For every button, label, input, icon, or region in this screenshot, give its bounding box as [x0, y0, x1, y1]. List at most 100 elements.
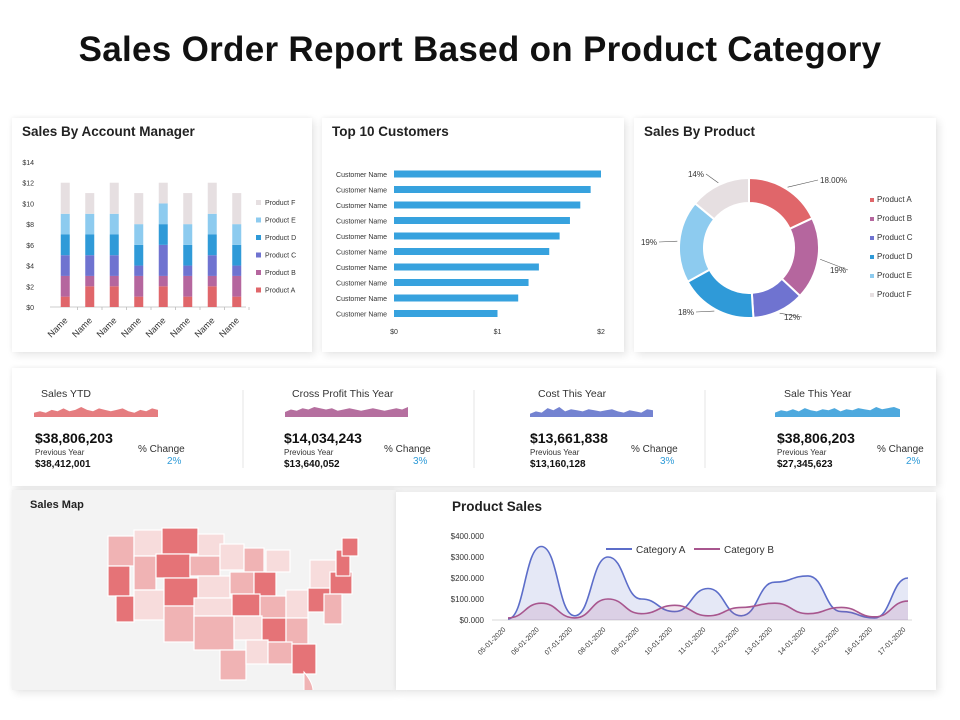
bar-segment-product-b	[207, 275, 217, 287]
bar-segment-product-d	[109, 234, 119, 256]
legend-swatch	[256, 217, 261, 223]
legend-swatch	[256, 270, 261, 275]
bar-segment-product-b	[109, 275, 119, 287]
line-category-b	[507, 598, 909, 619]
area-category-a	[508, 546, 908, 620]
legend-label: Product A	[265, 288, 296, 295]
kpi-value: $14,034,243	[284, 430, 362, 446]
x-tick-label: $2	[597, 329, 605, 336]
product-sales-panel: Product Sales $0.000 $100.000 $200.000 $300…	[396, 492, 936, 690]
map-state	[197, 575, 231, 599]
slice-value-label: 19%	[830, 266, 846, 275]
kpi-change-label: % Change	[384, 444, 431, 455]
map-state	[115, 595, 135, 623]
x-tick-label: 12-01-2020	[710, 626, 740, 656]
bar-segment-product-e	[183, 224, 193, 245]
donut-slice-product-f	[693, 176, 750, 221]
y-tick-label: $100.000	[451, 595, 485, 604]
legend-swatch	[256, 287, 261, 293]
x-tick-label: $0	[390, 329, 398, 336]
x-tick-label: 15-01-2020	[810, 626, 840, 656]
legend-label: Product F	[265, 200, 295, 207]
bar-segment-product-d	[85, 234, 95, 256]
kpi-prev-value: $38,412,001	[35, 459, 91, 470]
product-panel: Sales By Product 18.00% 19% 12% 18% 19% 14% Pr…	[634, 118, 936, 352]
x-tick-label: 14-01-2020	[777, 626, 807, 656]
x-tick-label: 09-01-2020	[610, 626, 640, 656]
kpi-label: Cross Profit This Year	[292, 388, 394, 400]
bar-segment-product-e	[207, 213, 217, 235]
legend-label: Product B	[877, 214, 912, 223]
bar-segment-product-e	[109, 213, 119, 235]
map-state-florida	[303, 670, 314, 690]
legend-label: Category B	[724, 545, 774, 556]
y-tick-label: $14	[22, 160, 34, 167]
y-tick-label: $6	[26, 243, 34, 250]
kpi-change-value: 3%	[413, 456, 428, 467]
bar-segment-product-c	[60, 255, 70, 276]
bar-segment-product-d	[207, 234, 217, 256]
y-tick-label: Customer Name	[336, 203, 387, 210]
legend-swatch	[870, 255, 874, 259]
map-state	[231, 593, 261, 617]
kpi-prev-value: $13,160,128	[530, 459, 586, 470]
customer-bar	[394, 294, 519, 302]
kpi-prev-value: $27,345,623	[777, 459, 833, 470]
y-tick-label: Customer Name	[336, 296, 387, 303]
kpi-sparkline	[34, 407, 158, 417]
map-state	[193, 597, 233, 617]
bar-segment-product-e	[134, 224, 144, 245]
kpi-prev-label: Previous Year	[777, 448, 827, 457]
legend-label: Product E	[877, 271, 912, 280]
kpi-value: $38,806,203	[35, 430, 113, 446]
x-tick-label: 08-01-2020	[577, 626, 607, 656]
y-tick-label: $12	[22, 181, 34, 188]
legend-label: Product B	[265, 270, 296, 277]
map-state	[193, 615, 235, 651]
bar-segment-product-b	[134, 275, 144, 297]
kpi-change-label: % Change	[631, 444, 678, 455]
map-state	[161, 527, 199, 555]
bar-segment-product-c	[207, 255, 217, 276]
map-state	[233, 615, 263, 641]
bar-segment-product-a	[232, 296, 242, 307]
legend-label: Product F	[877, 290, 912, 299]
x-tick-label: 05-01-2020	[477, 626, 507, 656]
product-donut-chart: 18.00% 19% 12% 18% 19% 14% Product A Product B P…	[641, 170, 913, 322]
kpi-prev-value: $13,640,052	[284, 459, 340, 470]
bar-segment-product-e	[85, 213, 95, 235]
kpi-sale-this-year: Sale This Year $38,806,203 Previous Year…	[705, 368, 936, 486]
bar-segment-product-f	[109, 182, 119, 214]
customer-bar	[394, 186, 591, 193]
leader-line	[705, 173, 719, 184]
map-state	[219, 543, 245, 571]
bar-segment-product-c	[183, 265, 193, 276]
map-state	[133, 589, 165, 621]
kpi-label: Sale This Year	[784, 388, 852, 400]
bar-segment-product-e	[232, 224, 242, 245]
map-state	[243, 547, 265, 573]
x-tick-label: 06-01-2020	[510, 626, 540, 656]
legend-label: Product C	[877, 233, 913, 242]
bar-segment-product-f	[134, 193, 144, 225]
map-state	[155, 553, 191, 579]
sales-map-panel: Sales Map	[12, 490, 396, 690]
kpi-strip: Sales YTD $38,806,203 Previous Year $38,…	[12, 368, 936, 486]
y-tick-label: $300.000	[451, 553, 485, 562]
x-tick-label: Name	[119, 315, 143, 339]
legend-label: Product D	[265, 235, 296, 242]
kpi-value: $13,661,838	[530, 430, 608, 446]
kpi-prev-label: Previous Year	[35, 448, 85, 457]
map-state	[267, 641, 293, 665]
bar-segment-product-c	[158, 244, 168, 276]
leader-line	[787, 179, 819, 188]
y-tick-label: Customer Name	[336, 312, 387, 319]
product-sales-chart: $0.000 $100.000 $200.000 $300.000 $400.000 05…	[451, 532, 912, 657]
bar-segment-product-b	[232, 275, 242, 297]
x-tick-label: Name	[144, 315, 168, 339]
map-state	[163, 577, 199, 607]
y-tick-label: $4	[26, 264, 34, 271]
kpi-dividers	[34, 390, 900, 468]
slice-value-label: 19%	[641, 238, 657, 247]
